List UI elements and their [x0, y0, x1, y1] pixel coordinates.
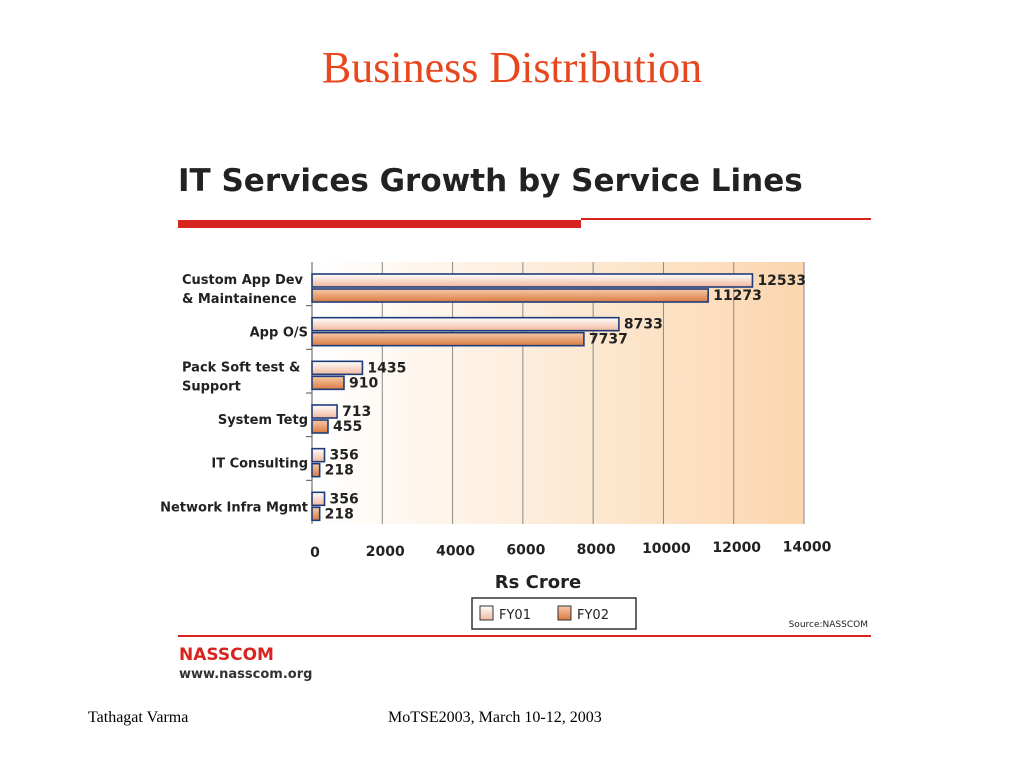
value-label: 455 — [333, 419, 362, 435]
bar-fy01 — [311, 273, 754, 288]
category-label: Network Infra Mgmt — [160, 500, 308, 515]
grid-lines — [381, 262, 805, 524]
category-label: Support — [182, 379, 241, 394]
bar-fy02 — [311, 506, 321, 522]
value-label: 218 — [325, 506, 354, 522]
value-label: 910 — [349, 375, 378, 391]
value-label: 12533 — [757, 273, 806, 289]
legend: FY01 FY02 — [471, 597, 637, 630]
x-tick-label: 12000 — [712, 540, 761, 556]
plot-area — [312, 262, 804, 524]
category-label: System Tetg — [218, 413, 308, 428]
bar-fy01 — [311, 404, 338, 419]
value-label: 356 — [330, 448, 359, 464]
category-label: Custom App Dev — [182, 273, 304, 288]
x-tick-label: 2000 — [366, 544, 405, 560]
value-label: 1435 — [367, 360, 406, 376]
x-tick-label: 10000 — [642, 541, 691, 557]
value-label: 218 — [325, 463, 354, 479]
bar-fy01 — [311, 491, 326, 507]
value-labels: 1253311273873377371435910713455356218356… — [325, 273, 807, 522]
x-tick-label: 0 — [310, 545, 320, 561]
title-underline-thin — [581, 218, 871, 220]
chart-title: IT Services Growth by Service Lines — [178, 163, 803, 199]
value-label: 713 — [342, 404, 371, 420]
bar-fy01 — [311, 316, 620, 332]
value-label: 11273 — [713, 288, 762, 304]
title-underline-thick — [178, 220, 581, 228]
brand-url: www.nasscom.org — [179, 667, 312, 682]
legend-label-fy02: FY02 — [577, 608, 609, 623]
value-label: 7737 — [589, 332, 628, 348]
x-tick-label: 6000 — [506, 543, 545, 559]
bar-fy01 — [311, 360, 364, 376]
category-label: & Maintainence — [182, 292, 297, 307]
legend-label-fy01: FY01 — [499, 608, 531, 623]
bar-fy02 — [311, 331, 585, 347]
category-labels: Custom App Dev & Maintainence App O/S Pack … — [160, 273, 312, 515]
bar-fy02 — [311, 419, 329, 434]
chart-source: Source:NASSCOM — [789, 620, 868, 630]
category-label: App O/S — [250, 326, 308, 341]
brand-name: NASSCOM — [179, 645, 274, 665]
bar-fy02 — [311, 462, 321, 478]
footer-event: MoTSE2003, March 10-12, 2003 — [388, 709, 602, 726]
value-label: 356 — [330, 491, 359, 507]
legend-swatch-fy02 — [557, 605, 572, 621]
x-axis-label: Rs Crore — [495, 572, 581, 593]
category-label: Pack Soft test & — [182, 360, 300, 375]
bar-fy01 — [311, 447, 326, 463]
x-tick-label: 4000 — [436, 543, 475, 559]
footer-author: Tathagat Varma — [88, 709, 189, 726]
bars — [311, 273, 754, 522]
x-tick-label: 8000 — [577, 542, 616, 558]
bar-fy02 — [311, 288, 709, 303]
slide-title: Business Distribution — [321, 43, 703, 92]
bar-fy02 — [311, 375, 345, 391]
legend-swatch-fy01 — [479, 605, 494, 621]
x-tick-label: 14000 — [783, 539, 832, 555]
x-tick-labels: 0 2000 4000 6000 8000 10000 12000 14000 — [310, 539, 831, 561]
value-label: 8733 — [624, 317, 663, 333]
category-label: IT Consulting — [211, 457, 308, 472]
